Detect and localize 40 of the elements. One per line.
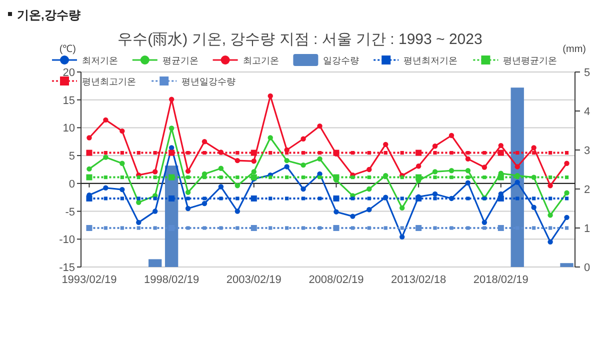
legend-label: 평년평균기온 xyxy=(503,56,558,66)
legend-label: 최고기온 xyxy=(242,56,279,66)
y-tick-label: -10 xyxy=(59,234,75,246)
y2-tick-label: 5 xyxy=(584,67,590,79)
legend-item: 평균기온 xyxy=(132,56,198,66)
y2-axis-title: (mm) xyxy=(562,44,586,55)
chart-title: 우수(雨水) 기온, 강수량 지점 : 서울 기간 : 1993 ~ 2023 xyxy=(118,31,482,48)
legend-item: 일강수량 xyxy=(293,54,360,66)
legend-item: 최저기온 xyxy=(52,56,118,66)
legend-label: 평균기온 xyxy=(162,56,198,66)
y-tick-label: 20 xyxy=(62,67,75,79)
legend-label: 평년일강수량 xyxy=(182,76,236,86)
y-axis-title: (℃) xyxy=(59,44,76,55)
y-tick-label: 10 xyxy=(62,122,75,135)
y-tick-label: 5 xyxy=(68,150,75,163)
y2-tick-label: 4 xyxy=(584,106,590,118)
y2-tick-label: 3 xyxy=(584,145,590,157)
legend-label: 최저기온 xyxy=(82,56,118,66)
y-tick-label: -15 xyxy=(59,262,75,274)
legend-label: 평년최고기온 xyxy=(82,76,136,86)
legend-label: 일강수량 xyxy=(323,56,360,66)
y2-tick-label: 0 xyxy=(584,262,590,274)
x-tick-label: 2008/02/19 xyxy=(308,274,364,286)
legend-item: 평년최고기온 xyxy=(52,76,136,86)
legend-item: 평년평균기온 xyxy=(473,56,558,66)
x-tick-label: 2018/02/19 xyxy=(473,274,528,286)
x-tick-label: 2013/02/18 xyxy=(391,274,446,286)
y-tick-label: 15 xyxy=(62,94,75,107)
y-tick-label: -5 xyxy=(65,206,75,218)
x-tick-label: 1993/02/19 xyxy=(62,274,117,286)
legend-item: 평년최저기온 xyxy=(374,56,458,66)
legend-item: 평년일강수량 xyxy=(152,76,236,86)
y2-tick-label: 2 xyxy=(584,184,590,196)
legend-label: 평년최저기온 xyxy=(404,56,458,66)
legend-item: 최고기온 xyxy=(212,56,279,66)
x-tick-label: 2003/02/19 xyxy=(226,274,282,286)
y-tick-label: 0 xyxy=(68,178,75,190)
text: 기온,강수량 xyxy=(17,8,80,22)
y2-tick-label: 1 xyxy=(584,223,590,235)
x-tick-label: 1998/02/19 xyxy=(144,274,200,286)
